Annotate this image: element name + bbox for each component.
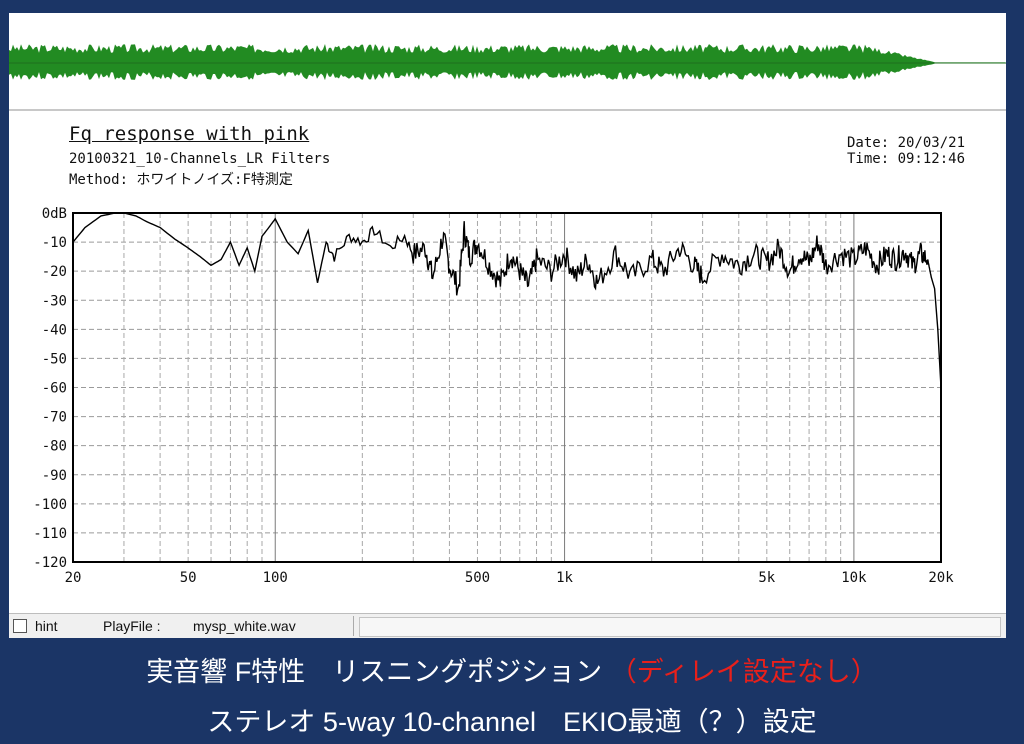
- y-tick-label: -20: [42, 264, 67, 280]
- y-tick-label: -120: [33, 555, 67, 571]
- measurement-time: Time: 09:12:46: [847, 151, 966, 167]
- hint-checkbox[interactable]: [13, 619, 27, 633]
- status-field: [359, 617, 1001, 637]
- x-tick-label: 1k: [556, 570, 573, 586]
- y-tick-label: -80: [42, 439, 67, 455]
- x-tick-label: 20k: [928, 570, 954, 586]
- caption-line-2: ステレオ 5-way 10-channel EKIO最適（？）設定: [207, 707, 817, 737]
- chart-title: Fq response with pink: [69, 123, 310, 145]
- waveform-envelope: [9, 44, 1005, 81]
- chart-subtitle: 20100321_10-Channels_LR Filters: [69, 151, 331, 167]
- frequency-response-chart: 0dB -10 -20 -30 -40 -50 -60 -70 -80 -90 -100 -110 -1…: [9, 111, 1006, 611]
- x-tick-label: 10k: [841, 570, 867, 586]
- playfile-value: mysp_white.wav: [193, 618, 296, 634]
- waveform-graphic: [9, 44, 1006, 81]
- y-tick-label: 0dB: [42, 206, 67, 222]
- hint-label: hint: [35, 618, 58, 634]
- x-tick-label: 5k: [758, 570, 775, 586]
- status-divider: [353, 616, 354, 636]
- caption-line-1: 実音響 F特性 リスニングポジション （ディレイ設定なし）: [0, 650, 1024, 689]
- app-panel: 0dB -10 -20 -30 -40 -50 -60 -70 -80 -90 -100 -110 -1…: [9, 13, 1006, 638]
- y-tick-label: -10: [42, 235, 67, 251]
- measurement-date: Date: 20/03/21: [847, 135, 966, 151]
- caption-main-text: 実音響 F特性 リスニングポジション: [146, 657, 610, 687]
- y-tick-label: -60: [42, 381, 67, 397]
- x-tick-label: 50: [180, 570, 197, 586]
- chart-method: Method: ホワイトノイズ:F特測定: [69, 172, 293, 188]
- playfile-label: PlayFile :: [103, 618, 161, 634]
- x-tick-label: 20: [65, 570, 82, 586]
- waveform-display: [9, 13, 1006, 111]
- x-tick-label: 100: [263, 570, 288, 586]
- x-tick-label: 500: [465, 570, 490, 586]
- chart-plot: 0dB -10 -20 -30 -40 -50 -60 -70 -80 -90 -100 -110 -1…: [33, 206, 954, 586]
- y-tick-label: -110: [33, 526, 67, 542]
- caption-highlight-text: （ディレイ設定なし）: [609, 657, 878, 687]
- y-tick-label: -90: [42, 468, 67, 484]
- y-tick-label: -40: [42, 322, 67, 338]
- y-tick-label: -70: [42, 410, 67, 426]
- y-tick-label: -100: [33, 497, 67, 513]
- y-tick-label: -30: [42, 293, 67, 309]
- y-tick-label: -50: [42, 351, 67, 367]
- response-curve: [72, 212, 942, 388]
- status-bar: hint PlayFile : mysp_white.wav: [9, 613, 1006, 638]
